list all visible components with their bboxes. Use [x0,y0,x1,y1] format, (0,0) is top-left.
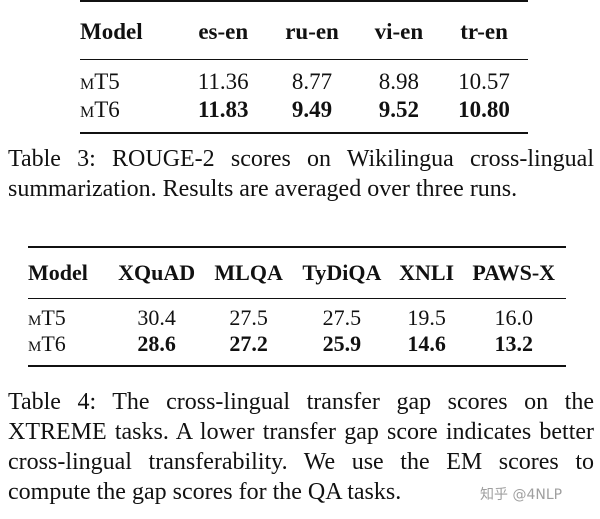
table-row: mT5 30.4 27.5 27.5 19.5 16.0 [28,298,566,332]
cell: 9.49 [291,97,333,122]
col-header-vi-en: vi-en [374,19,424,44]
table-row: mT6 28.6 27.2 25.9 14.6 13.2 [28,331,566,366]
table-4: Model XQuAD MLQA TyDiQA XNLI PAWS-X mT5 … [28,246,566,367]
cell: 9.52 [378,97,419,122]
cell: 28.6 [137,331,176,356]
cell: 16.0 [494,305,533,330]
cell: 14.6 [407,331,446,356]
col-header-xquad: XQuAD [118,260,196,285]
cell: 27.2 [229,331,268,356]
cell: 27.5 [322,305,362,330]
rouge2-table: Model es-en ru-en vi-en tr-en mT5 11.36 … [80,0,528,134]
cell: 10.57 [458,69,510,94]
col-header-model: Model [28,260,88,285]
table-row: mT6 11.83 9.49 9.52 10.80 [80,96,528,133]
table-row: mT5 11.36 8.77 8.98 10.57 [80,59,528,97]
col-header-tr-en: tr-en [460,19,508,44]
transfer-gap-table: Model XQuAD MLQA TyDiQA XNLI PAWS-X mT5 … [28,246,566,367]
col-header-es-en: es-en [198,19,249,44]
cell: 25.9 [322,331,362,356]
cell: 11.36 [197,69,249,94]
cell: 10.80 [458,97,510,122]
col-header-mlqa: MLQA [214,260,283,285]
row-model: mT5 [28,305,66,330]
watermark: 知乎 @4NLP [480,487,563,503]
table-3: Model es-en ru-en vi-en tr-en mT5 11.36 … [80,0,528,134]
col-header-model: Model [80,19,143,44]
col-header-tydiqa: TyDiQA [302,260,382,285]
cell: 13.2 [494,331,533,356]
cell: 8.77 [291,69,333,94]
col-header-paws-x: PAWS-X [472,260,556,285]
col-header-xnli: XNLI [399,260,455,285]
cell: 11.83 [197,97,249,122]
row-model: mT6 [28,331,66,356]
row-model: mT6 [80,97,120,122]
row-model: mT5 [80,69,120,94]
col-header-ru-en: ru-en [285,19,339,44]
cell: 30.4 [137,305,176,330]
table-4-caption: Table 4: The cross-lingual transfer gap … [8,389,594,505]
table-3-caption: Table 3: ROUGE-2 scores on Wikilingua cr… [8,146,594,202]
cell: 27.5 [229,305,268,330]
cell: 19.5 [407,305,446,330]
cell: 8.98 [378,69,419,94]
